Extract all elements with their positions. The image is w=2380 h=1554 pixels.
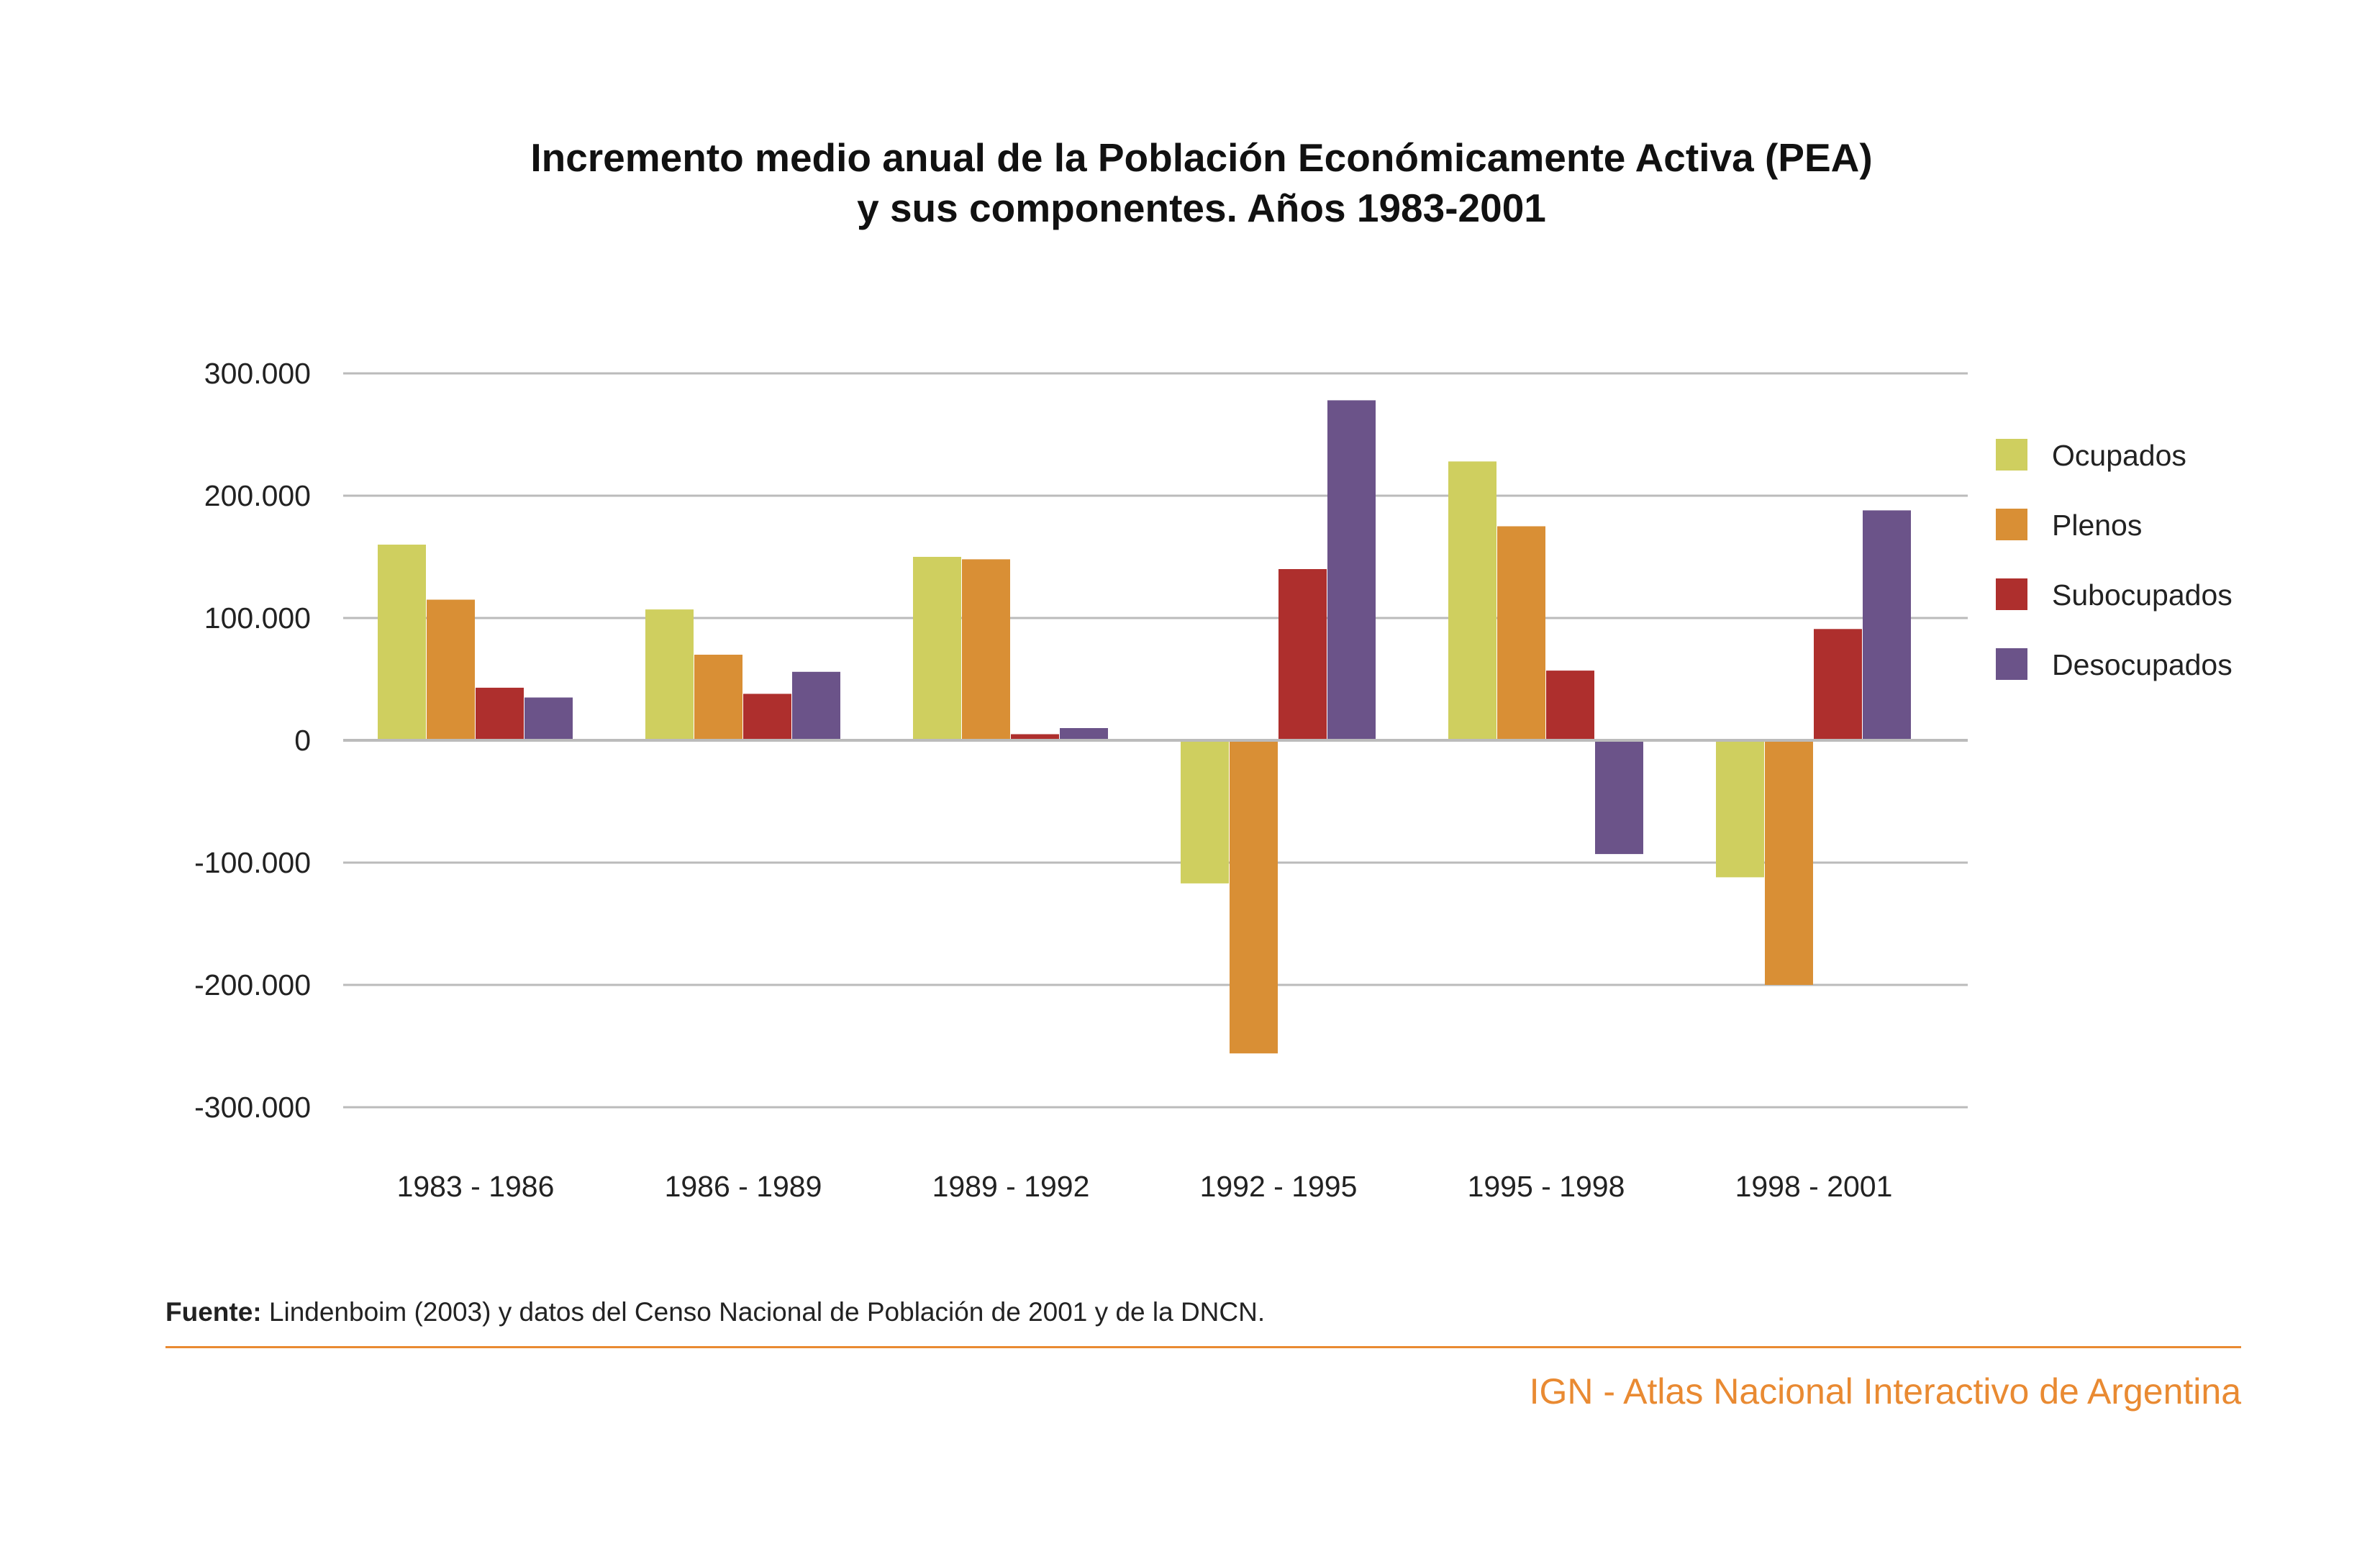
bar-plenos-4 (1230, 740, 1278, 1054)
y-tick-label: -100.000 (194, 846, 311, 879)
x-tick-label: 1995 - 1998 (1468, 1170, 1625, 1203)
x-tick-label: 1989 - 1992 (932, 1170, 1090, 1203)
legend-swatch-desocupados (1996, 648, 2027, 680)
bar-subocupados-2 (743, 694, 791, 740)
bar-subocupados-3 (1011, 734, 1059, 740)
y-tick-label: 100.000 (204, 601, 311, 635)
chart-subtitle: y sus componentes. Años 1983-2001 (857, 186, 1546, 230)
y-tick-label: 0 (294, 724, 311, 757)
bar-ocupados-2 (645, 609, 694, 740)
x-tick-label: 1986 - 1989 (665, 1170, 822, 1203)
x-axis-ticks: 1983 - 1986 1986 - 1989 1989 - 1992 1992 - … (397, 1170, 1893, 1203)
bar-subocupados-6 (1814, 629, 1862, 740)
grid-lines (343, 372, 1968, 1109)
source-text: Lindenboim (2003) y datos del Censo Naci… (268, 1297, 1266, 1327)
bar-desocupados-3 (1060, 728, 1108, 740)
bars (378, 400, 1911, 1054)
brand-credit: IGN - Atlas Nacional Interactivo de Arge… (1529, 1371, 2241, 1412)
legend: Ocupados Plenos Subocupados Desocupados (1996, 439, 2233, 681)
y-tick-label: 300.000 (204, 357, 311, 390)
legend-swatch-subocupados (1996, 578, 2027, 610)
bar-ocupados-5 (1448, 461, 1496, 740)
bar-ocupados-3 (913, 557, 961, 740)
bar-ocupados-4 (1181, 740, 1229, 883)
x-tick-label: 1992 - 1995 (1200, 1170, 1358, 1203)
bar-desocupados-2 (792, 671, 840, 740)
legend-label-plenos: Plenos (2052, 509, 2142, 542)
bar-ocupados-6 (1716, 740, 1764, 878)
x-tick-label: 1983 - 1986 (397, 1170, 555, 1203)
source-note: Fuente: Lindenboim (2003) y datos del Ce… (165, 1297, 1265, 1327)
x-tick-label: 1998 - 2001 (1735, 1170, 1893, 1203)
legend-swatch-ocupados (1996, 439, 2027, 471)
bar-ocupados-1 (378, 545, 426, 740)
y-tick-label: -300.000 (194, 1091, 311, 1124)
source-label: Fuente: (165, 1297, 262, 1327)
bar-plenos-6 (1765, 740, 1813, 985)
bar-desocupados-4 (1327, 400, 1376, 740)
bar-subocupados-5 (1546, 671, 1594, 740)
footer-divider (165, 1346, 2241, 1348)
y-axis-ticks: 300.000 200.000 100.000 0 -100.000 -200.000 -3… (194, 357, 311, 1124)
bar-subocupados-1 (476, 687, 524, 740)
legend-label-desocupados: Desocupados (2052, 648, 2233, 681)
legend-label-ocupados: Ocupados (2052, 439, 2186, 472)
bar-plenos-5 (1497, 526, 1545, 740)
bar-plenos-3 (962, 559, 1010, 740)
legend-label-subocupados: Subocupados (2052, 578, 2233, 612)
bar-desocupados-6 (1863, 510, 1911, 740)
y-tick-label: -200.000 (194, 968, 311, 1001)
chart-title: Incremento medio anual de la Población E… (530, 135, 1872, 180)
bar-subocupados-4 (1278, 569, 1327, 740)
bar-desocupados-1 (524, 697, 573, 740)
bar-desocupados-5 (1595, 740, 1643, 855)
y-tick-label: 200.000 (204, 479, 311, 512)
bar-plenos-1 (427, 599, 475, 740)
bar-plenos-2 (694, 655, 742, 740)
legend-swatch-plenos (1996, 509, 2027, 540)
